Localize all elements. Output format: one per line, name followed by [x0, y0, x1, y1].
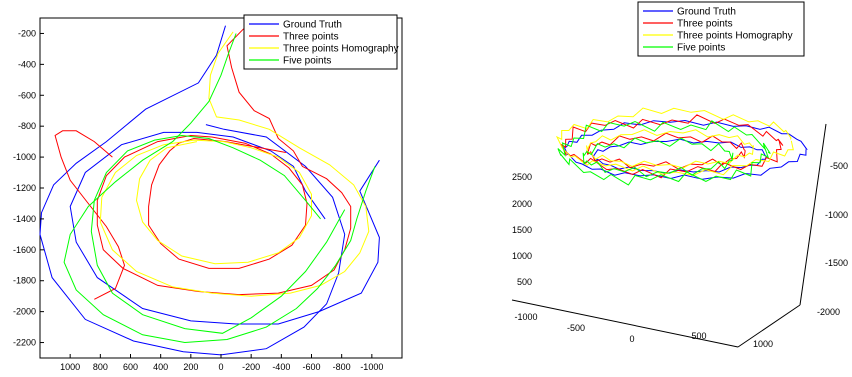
z-tick-label: 1500: [512, 225, 532, 235]
legend-label-five-points: Five points: [283, 56, 331, 67]
legend-label-five-points: Five points: [677, 43, 725, 54]
y-tick-label: -1500: [825, 258, 848, 268]
y-axis-line: [737, 304, 801, 348]
x-tick-label: 800: [93, 362, 108, 372]
series-line-three-points-2: [96, 28, 352, 296]
legend-label-three-points: Three points: [677, 19, 733, 30]
vertical-axis-line: [799, 123, 827, 306]
y-tick-label: -800: [18, 121, 36, 131]
y-tick-label: -500: [830, 161, 848, 171]
series-line-three-points-homography-4: [99, 31, 370, 297]
legend-label-ground-truth: Ground Truth: [283, 20, 342, 31]
legend-label-ground-truth: Ground Truth: [677, 7, 736, 18]
x-tick-label: -200: [242, 362, 260, 372]
series-line-three-points-3: [54, 130, 126, 300]
y-tick-label: -1400: [13, 214, 36, 224]
x-tick-label: 0: [218, 362, 223, 372]
series-line-three-points-homography-5: [135, 141, 312, 265]
x-tick-label: -600: [302, 362, 320, 372]
series-line-five-points-6: [63, 33, 376, 344]
x-tick-label: 600: [123, 362, 138, 372]
x-tick-label: 0: [629, 334, 634, 344]
left-tick-labels: 1000 800 600 400 200 0 -200 -400 -600 -800 -1000 -2…: [13, 28, 383, 372]
x-tick-label: -1000: [514, 312, 537, 322]
x-tick-label: -800: [333, 362, 351, 372]
x-tick-label: -500: [567, 323, 585, 333]
x-tick-label: 1000: [60, 362, 80, 372]
series-line-ground-truth-1: [69, 131, 380, 325]
series-line-ground-truth-0: [39, 25, 346, 356]
y-tick-label: -1200: [13, 183, 36, 193]
y-tick-label: -2000: [817, 307, 840, 317]
y-tick-label: -200: [18, 28, 36, 38]
x-tick-label: 1000: [753, 339, 773, 349]
left-2d-plot: 1000 800 600 400 200 0 -200 -400 -600 -800 -1000 -2…: [13, 14, 403, 372]
series-curve-five-points: [557, 120, 771, 186]
series-inner-curve-five-points: [582, 137, 734, 178]
y-tick-label: -1000: [13, 152, 36, 162]
y-tick-label: -400: [18, 59, 36, 69]
y-tick-label: -1800: [13, 276, 36, 286]
x-tick-label: 500: [691, 331, 706, 341]
left-series-lines: [39, 25, 380, 356]
x-tick-label: -1000: [360, 362, 383, 372]
series-inner-curve-three-points-homography: [586, 129, 754, 169]
x-tick-label: -400: [272, 362, 290, 372]
right-3d-plot: -1000 -500 0 500 1000 -500 -1000 -1500 -2000 500 1…: [511, 1, 848, 349]
x-axis-line: [511, 299, 739, 348]
z-tick-label: 2500: [512, 172, 532, 182]
x-tick-label: 400: [153, 362, 168, 372]
legend-label-three-points: Three points: [283, 32, 339, 43]
y-tick-label: -1000: [825, 210, 848, 220]
y-tick-label: -600: [18, 90, 36, 100]
right-series-lines: [555, 107, 808, 186]
series-inner-curve-three-points: [586, 132, 746, 170]
legend-label-three-points-homography: Three points Homography: [283, 44, 399, 55]
z-tick-label: 1000: [512, 251, 532, 261]
series-curve-three-points: [559, 114, 784, 179]
series-curve-three-points-homography: [555, 107, 794, 177]
y-tick-label: -1600: [13, 245, 36, 255]
y-tick-label: -2000: [13, 307, 36, 317]
x-tick-label: 200: [183, 362, 198, 372]
y-tick-label: -2200: [13, 338, 36, 348]
right-axes-frame: [511, 123, 827, 348]
right-tick-labels: -1000 -500 0 500 1000 -500 -1000 -1500 -2000 500 1…: [512, 161, 848, 349]
legend-label-three-points-homography: Three points Homography: [677, 31, 793, 42]
z-tick-label: 2000: [512, 199, 532, 209]
series-line-five-points-7: [90, 134, 346, 334]
z-tick-label: 500: [517, 277, 532, 287]
